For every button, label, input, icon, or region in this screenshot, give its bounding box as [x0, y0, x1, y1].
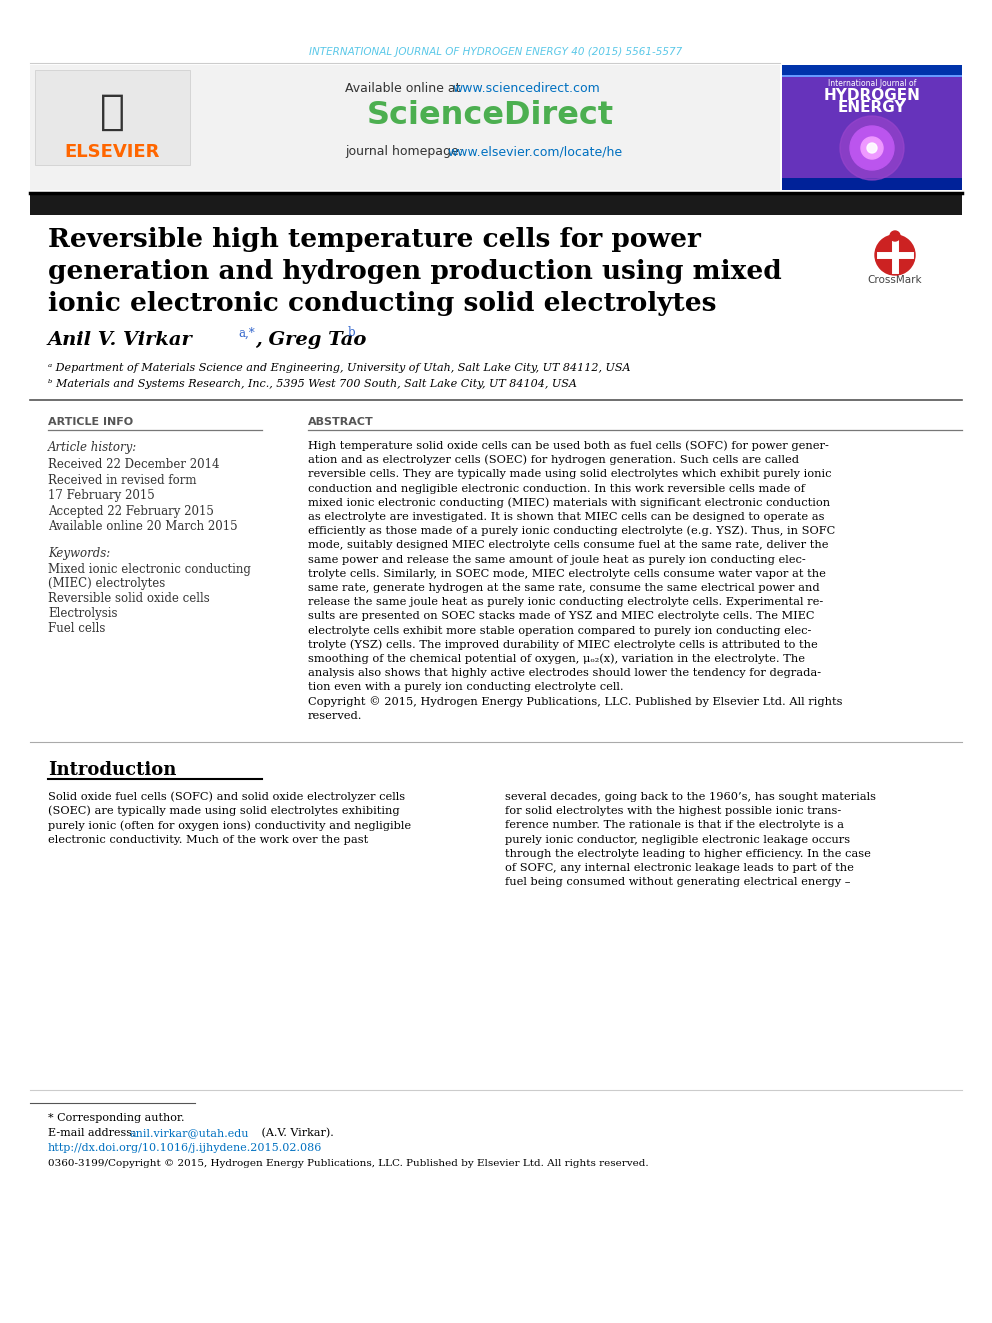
Text: Article history:: Article history:	[48, 442, 137, 455]
Bar	[30, 65, 780, 191]
Text: fuel being consumed without generating electrical energy –: fuel being consumed without generating e…	[505, 877, 850, 888]
Text: Copyright © 2015, Hydrogen Energy Publications, LLC. Published by Elsevier Ltd. : Copyright © 2015, Hydrogen Energy Public…	[308, 696, 842, 706]
Text: Electrolysis: Electrolysis	[48, 607, 117, 620]
Bar	[35, 70, 190, 165]
Text: ionic electronic conducting solid electrolytes: ionic electronic conducting solid electr…	[48, 291, 716, 316]
Circle shape	[890, 232, 900, 241]
Bar	[30, 194, 962, 216]
Text: (MIEC) electrolytes: (MIEC) electrolytes	[48, 578, 166, 590]
Bar	[782, 179, 962, 191]
Text: electronic conductivity. Much of the work over the past: electronic conductivity. Much of the wor…	[48, 835, 368, 844]
Text: 🌳: 🌳	[99, 91, 125, 134]
Text: release the same joule heat as purely ionic conducting electrolyte cells. Experi: release the same joule heat as purely io…	[308, 597, 823, 607]
Text: INTERNATIONAL JOURNAL OF HYDROGEN ENERGY 40 (2015) 5561-5577: INTERNATIONAL JOURNAL OF HYDROGEN ENERGY…	[310, 48, 682, 57]
Text: purely ionic (often for oxygen ions) conductivity and negligible: purely ionic (often for oxygen ions) con…	[48, 820, 411, 831]
Circle shape	[867, 143, 877, 153]
Text: ation and as electrolyzer cells (SOEC) for hydrogen generation. Such cells are c: ation and as electrolyzer cells (SOEC) f…	[308, 455, 799, 466]
Text: same power and release the same amount of joule heat as purely ion conducting el: same power and release the same amount o…	[308, 554, 806, 565]
Text: mixed ionic electronic conducting (MIEC) materials with significant electronic c: mixed ionic electronic conducting (MIEC)…	[308, 497, 830, 508]
Text: journal homepage:: journal homepage:	[345, 146, 467, 159]
Text: Keywords:: Keywords:	[48, 546, 110, 560]
Text: Fuel cells: Fuel cells	[48, 623, 105, 635]
Text: www.sciencedirect.com: www.sciencedirect.com	[452, 82, 600, 94]
Text: ᵃ Department of Materials Science and Engineering, University of Utah, Salt Lake: ᵃ Department of Materials Science and En…	[48, 363, 631, 373]
Text: b: b	[348, 327, 355, 340]
Text: Received 22 December 2014: Received 22 December 2014	[48, 458, 219, 471]
Text: of SOFC, any internal electronic leakage leads to part of the: of SOFC, any internal electronic leakage…	[505, 863, 854, 873]
Text: www.elsevier.com/locate/he: www.elsevier.com/locate/he	[447, 146, 622, 159]
Text: sults are presented on SOEC stacks made of YSZ and MIEC electrolyte cells. The M: sults are presented on SOEC stacks made …	[308, 611, 814, 622]
Text: for solid electrolytes with the highest possible ionic trans-: for solid electrolytes with the highest …	[505, 806, 841, 816]
Text: tion even with a purely ion conducting electrolyte cell.: tion even with a purely ion conducting e…	[308, 683, 624, 692]
Text: efficiently as those made of a purely ionic conducting electrolyte (e.g. YSZ). T: efficiently as those made of a purely io…	[308, 527, 835, 537]
Circle shape	[850, 126, 894, 169]
Text: ENERGY: ENERGY	[838, 101, 907, 115]
Text: High temperature solid oxide cells can be used both as fuel cells (SOFC) for pow: High temperature solid oxide cells can b…	[308, 441, 829, 451]
Text: , Greg Tao: , Greg Tao	[255, 331, 373, 349]
Text: conduction and negligible electronic conduction. In this work reversible cells m: conduction and negligible electronic con…	[308, 484, 805, 493]
Text: E-mail address:: E-mail address:	[48, 1129, 139, 1138]
Text: 0360-3199/Copyright © 2015, Hydrogen Energy Publications, LLC. Published by Else: 0360-3199/Copyright © 2015, Hydrogen Ene…	[48, 1159, 649, 1167]
Text: ARTICLE INFO: ARTICLE INFO	[48, 417, 133, 427]
Text: smoothing of the chemical potential of oxygen, μₒ₂(x), variation in the electrol: smoothing of the chemical potential of o…	[308, 654, 805, 664]
Bar	[782, 65, 962, 191]
Text: International Journal of: International Journal of	[827, 78, 917, 87]
Text: ELSEVIER: ELSEVIER	[64, 143, 160, 161]
Text: Introduction: Introduction	[48, 761, 177, 779]
Text: Accepted 22 February 2015: Accepted 22 February 2015	[48, 504, 214, 517]
Text: 17 February 2015: 17 February 2015	[48, 488, 155, 501]
Text: ScienceDirect: ScienceDirect	[366, 99, 614, 131]
Text: HYDROGEN: HYDROGEN	[823, 89, 921, 103]
Text: Anil V. Virkar: Anil V. Virkar	[48, 331, 199, 349]
Circle shape	[875, 235, 915, 275]
Text: as electrolyte are investigated. It is shown that MIEC cells can be designed to : as electrolyte are investigated. It is s…	[308, 512, 824, 523]
Text: several decades, going back to the 1960’s, has sought materials: several decades, going back to the 1960’…	[505, 792, 876, 802]
Text: Solid oxide fuel cells (SOFC) and solid oxide electrolyzer cells: Solid oxide fuel cells (SOFC) and solid …	[48, 791, 405, 802]
Text: (A.V. Virkar).: (A.V. Virkar).	[258, 1127, 333, 1138]
Text: through the electrolyte leading to higher efficiency. In the case: through the electrolyte leading to highe…	[505, 849, 871, 859]
Circle shape	[840, 116, 904, 180]
Circle shape	[861, 138, 883, 159]
Text: Available online at: Available online at	[345, 82, 464, 94]
Text: Reversible solid oxide cells: Reversible solid oxide cells	[48, 593, 209, 606]
Text: reserved.: reserved.	[308, 710, 362, 721]
Text: trolyte cells. Similarly, in SOEC mode, MIEC electrolyte cells consume water vap: trolyte cells. Similarly, in SOEC mode, …	[308, 569, 826, 578]
Bar	[782, 65, 962, 75]
Text: Reversible high temperature cells for power: Reversible high temperature cells for po…	[48, 228, 701, 253]
Text: Mixed ionic electronic conducting: Mixed ionic electronic conducting	[48, 562, 251, 576]
Text: ference number. The rationale is that if the electrolyte is a: ference number. The rationale is that if…	[505, 820, 844, 831]
Text: Received in revised form: Received in revised form	[48, 474, 196, 487]
Text: a,*: a,*	[238, 327, 255, 340]
Text: electrolyte cells exhibit more stable operation compared to purely ion conductin: electrolyte cells exhibit more stable op…	[308, 626, 811, 635]
Text: anil.virkar@utah.edu: anil.virkar@utah.edu	[130, 1129, 250, 1138]
Text: (SOEC) are typically made using solid electrolytes exhibiting: (SOEC) are typically made using solid el…	[48, 806, 400, 816]
Text: trolyte (YSZ) cells. The improved durability of MIEC electrolyte cells is attrib: trolyte (YSZ) cells. The improved durabi…	[308, 639, 817, 650]
Text: http://dx.doi.org/10.1016/j.ijhydene.2015.02.086: http://dx.doi.org/10.1016/j.ijhydene.201…	[48, 1143, 322, 1154]
Text: same rate, generate hydrogen at the same rate, consume the same electrical power: same rate, generate hydrogen at the same…	[308, 583, 819, 593]
Text: CrossMark: CrossMark	[868, 275, 923, 284]
Text: mode, suitably designed MIEC electrolyte cells consume fuel at the same rate, de: mode, suitably designed MIEC electrolyte…	[308, 540, 828, 550]
Text: purely ionic conductor, negligible electronic leakage occurs: purely ionic conductor, negligible elect…	[505, 835, 850, 844]
Text: analysis also shows that highly active electrodes should lower the tendency for : analysis also shows that highly active e…	[308, 668, 821, 679]
Text: Available online 20 March 2015: Available online 20 March 2015	[48, 520, 238, 533]
Text: reversible cells. They are typically made using solid electrolytes which exhibit: reversible cells. They are typically mad…	[308, 470, 831, 479]
Bar	[782, 75, 962, 77]
Text: * Corresponding author.: * Corresponding author.	[48, 1113, 185, 1123]
Text: generation and hydrogen production using mixed: generation and hydrogen production using…	[48, 259, 782, 284]
Text: ABSTRACT: ABSTRACT	[308, 417, 374, 427]
Text: ᵇ Materials and Systems Research, Inc., 5395 West 700 South, Salt Lake City, UT : ᵇ Materials and Systems Research, Inc., …	[48, 378, 577, 389]
